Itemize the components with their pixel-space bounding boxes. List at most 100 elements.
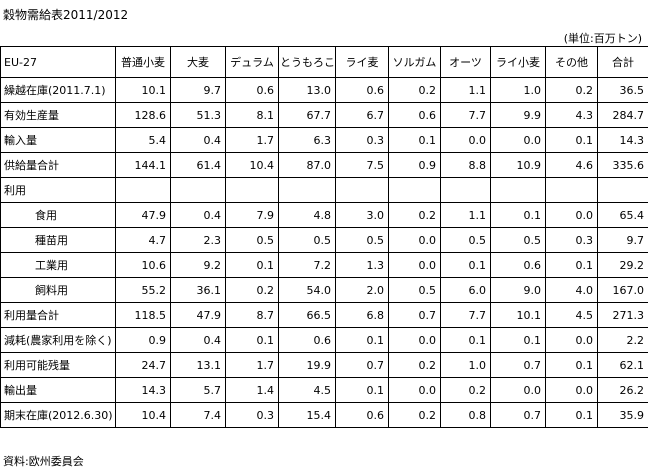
cell: 0.3 [335,127,389,153]
cell: 0.0 [490,377,546,403]
cell: 66.5 [278,302,336,328]
cell: 0.6 [490,252,546,278]
title: 穀物需給表2011/2012 [3,8,129,22]
cell: 0.2 [388,202,441,228]
cell: 1.1 [440,202,491,228]
cell: 4.6 [545,152,598,178]
row-label: 利用量合計 [0,302,116,328]
cell: 0.5 [335,227,389,253]
cell: 0.1 [545,252,598,278]
cell: 2.3 [170,227,226,253]
cell: 29.2 [597,252,648,278]
cell: 118.5 [115,302,171,328]
cell: 36.5 [597,77,648,103]
cell: 0.9 [388,152,441,178]
row-label: 供給量合計 [0,152,116,178]
cell: 0.2 [545,77,598,103]
cell: 0.5 [490,227,546,253]
table-row: 減耗(農家利用を除く) 0.9 0.4 0.1 0.6 0.1 0.0 0.1 0.1 0.0 2.… [0,327,648,353]
row-label: 減耗(農家利用を除く) [0,327,116,353]
cell: 6.8 [335,302,389,328]
cell: 10.9 [490,152,546,178]
table-row: 種苗用 4.7 2.3 0.5 0.5 0.5 0.0 0.5 0.5 0.3 9.7 [0,227,648,253]
cell [115,177,171,203]
cell: 62.1 [597,352,648,378]
cell: 4.0 [545,277,598,303]
cell: 15.4 [278,402,336,428]
row-label: 利用 [0,177,116,203]
table-row: 飼料用 55.2 36.1 0.2 54.0 2.0 0.5 6.0 9.0 4.0 167.0 [0,277,648,303]
table-row: 利用 [0,177,648,203]
cell: 0.6 [335,77,389,103]
row-label: 工業用 [0,252,116,278]
cell: 6.3 [278,127,336,153]
cell: 0.1 [545,127,598,153]
row-label: 繰越在庫(2011.7.1) [0,77,116,103]
column-header: ライ小麦 [490,46,546,78]
column-header: ライ麦 [335,46,389,78]
column-header: 普通小麦 [115,46,171,78]
table-row: 期末在庫(2012.6.30) 10.4 7.4 0.3 15.4 0.6 0.2 0.8 0.… [0,402,648,428]
cell: 1.1 [440,77,491,103]
cell: 1.0 [490,77,546,103]
cell: 8.8 [440,152,491,178]
cell: 335.6 [597,152,648,178]
column-header: とうもろこし [278,46,336,78]
cell: 4.3 [545,102,598,128]
row-label: 種苗用 [0,227,116,253]
cell [440,177,491,203]
cell: 0.1 [388,127,441,153]
cell: 0.5 [440,227,491,253]
cell: 10.6 [115,252,171,278]
cell: 271.3 [597,302,648,328]
cell: 35.9 [597,402,648,428]
row-label: 飼料用 [0,277,116,303]
cell: 9.9 [490,102,546,128]
cell [225,177,279,203]
cell: 7.9 [225,202,279,228]
cell: 54.0 [278,277,336,303]
cell: 0.4 [170,127,226,153]
cell: 9.7 [170,77,226,103]
cell: 0.5 [225,227,279,253]
cell: 3.0 [335,202,389,228]
cell: 0.1 [440,327,491,353]
table-row: 工業用 10.6 9.2 0.1 7.2 1.3 0.0 0.1 0.6 0.1 29.2 [0,252,648,278]
cell: 0.0 [440,127,491,153]
cell: 7.5 [335,152,389,178]
column-header: その他 [545,46,598,78]
cell: 9.0 [490,277,546,303]
cell: 26.2 [597,377,648,403]
cell: 7.7 [440,302,491,328]
cell: 13.0 [278,77,336,103]
cell: 1.3 [335,252,389,278]
cell: 7.7 [440,102,491,128]
cell: 9.7 [597,227,648,253]
cell: 4.5 [545,302,598,328]
cell: 0.6 [278,327,336,353]
cell: 0.1 [225,327,279,353]
unit: (単位:百万トン) [563,32,642,45]
cell: 0.0 [490,127,546,153]
cell: 0.0 [388,327,441,353]
table-row: 利用可能残量 24.7 13.1 1.7 19.9 0.7 0.2 1.0 0.7 0.1 62.1 [0,352,648,378]
table-row: 繰越在庫(2011.7.1) 10.1 9.7 0.6 13.0 0.6 0.2 1.1 1.0… [0,77,648,103]
table-row: 輸入量 5.4 0.4 1.7 6.3 0.3 0.1 0.0 0.0 0.1 14.3 [0,127,648,153]
cell: 0.7 [388,302,441,328]
cell: 14.3 [115,377,171,403]
cell: 7.2 [278,252,336,278]
cell: 0.2 [388,77,441,103]
cell: 0.8 [440,402,491,428]
table-row: 輸出量 14.3 5.7 1.4 4.5 0.1 0.0 0.2 0.0 0.0 26.2 [0,377,648,403]
cell: 47.9 [170,302,226,328]
cell: 2.2 [597,327,648,353]
cell: 8.7 [225,302,279,328]
row-label: 輸入量 [0,127,116,153]
cell: 0.0 [545,327,598,353]
cell: 4.7 [115,227,171,253]
cell: 0.4 [170,327,226,353]
cell: 10.1 [490,302,546,328]
cell: 8.1 [225,102,279,128]
cell: 24.7 [115,352,171,378]
cell: 144.1 [115,152,171,178]
